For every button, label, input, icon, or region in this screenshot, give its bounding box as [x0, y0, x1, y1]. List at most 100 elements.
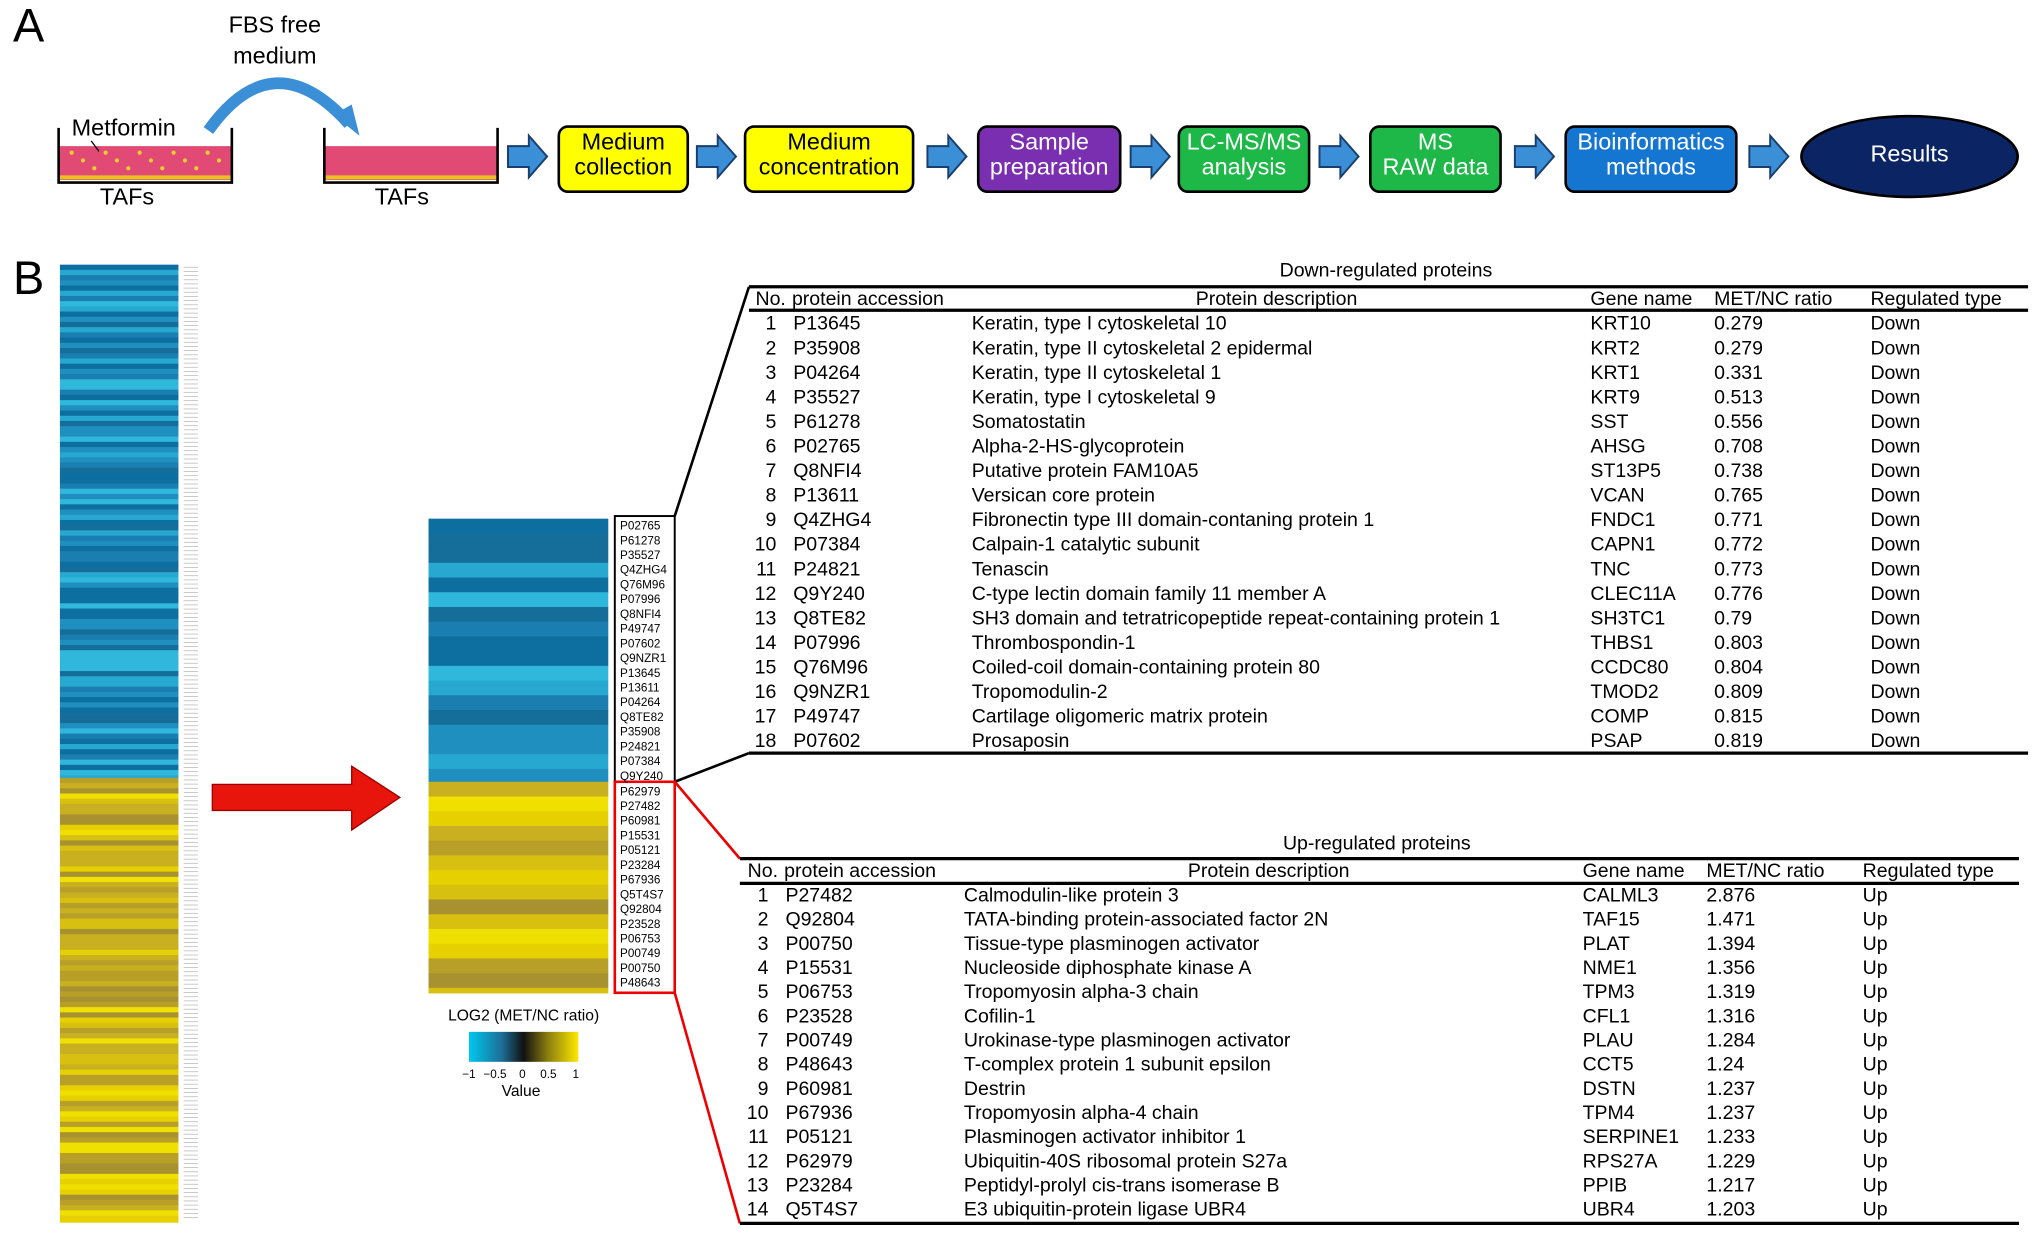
protein-id: P23284 [620, 859, 661, 872]
protein-id: P04264 [620, 696, 661, 709]
table-cell: THBS1 [1590, 632, 1653, 654]
step-label: Sample [1009, 129, 1088, 155]
colorbar-title: LOG2 (MET/NC ratio) [448, 1007, 599, 1024]
heatmap-cell [59, 676, 179, 683]
table-cell: Cofilin-1 [964, 1005, 1036, 1027]
step-arrow [695, 133, 738, 180]
column-header: protein accession [792, 288, 944, 310]
table-cell: P04264 [793, 362, 860, 384]
table-cell: 12 [747, 1150, 769, 1172]
table-cell: TMOD2 [1590, 681, 1658, 703]
metformin-dot [160, 166, 165, 171]
heatmap-cell [59, 519, 179, 526]
table-cell: Somatostatin [972, 411, 1086, 433]
table-cell: Up [1863, 981, 1888, 1003]
table-cell: Q9NZR1 [793, 681, 870, 703]
table-cell: Q8TE82 [793, 607, 866, 629]
table-cell: TATA-binding protein-associated factor 2… [964, 909, 1328, 931]
heatmap-cell [59, 483, 179, 490]
table-cell: KRT1 [1590, 362, 1640, 384]
heatmap-cell [59, 788, 179, 795]
table-cell: AHSG [1590, 435, 1645, 457]
heatmap-cell [59, 814, 179, 821]
heatmap-cell [59, 934, 179, 941]
heatmap-cell [59, 1001, 179, 1008]
table-cell: 1.233 [1706, 1126, 1755, 1148]
colorbar [468, 1031, 579, 1062]
table-cell: Up [1863, 1078, 1888, 1100]
column-header: MET/NC ratio [1706, 860, 1824, 882]
heatmap-cell [59, 759, 179, 766]
protein-id: P02765 [620, 520, 661, 533]
step-box [557, 125, 690, 194]
heatmap-cell [59, 280, 179, 287]
table-cell: P35527 [793, 386, 860, 408]
heatmap-cell [59, 504, 179, 511]
protein-id: P15531 [620, 829, 660, 842]
heatmap-cell [59, 1085, 179, 1092]
heatmap-cell [59, 587, 179, 594]
table-cell: Down [1870, 706, 1920, 728]
heatmap-cell [59, 462, 179, 469]
heatmap-cell [59, 702, 179, 709]
heatmap-cell [59, 665, 179, 672]
table-cell: Up [1863, 909, 1888, 931]
table-cell: Tenascin [972, 558, 1049, 580]
heatmap-cell [59, 478, 179, 485]
table-cell: 6 [758, 1005, 769, 1027]
table-cell: 0.773 [1714, 558, 1763, 580]
column-header: Gene name [1590, 288, 1692, 310]
table-cell: 3 [765, 362, 776, 384]
heatmap-cell [59, 1100, 179, 1107]
fbs-label: medium [233, 43, 316, 69]
heatmap-cell [428, 943, 609, 960]
table-cell: Up [1863, 1126, 1888, 1148]
heatmap-cell [428, 680, 609, 696]
heatmap-cell [428, 811, 609, 827]
heatmap-cell [59, 918, 179, 925]
heatmap-cell [428, 973, 609, 989]
tafs-label: TAFs [375, 183, 429, 209]
heatmap-cell [59, 379, 179, 386]
heatmap-cell [59, 285, 179, 292]
table-cell: Tropomyosin alpha-4 chain [964, 1102, 1199, 1124]
table-cell: 5 [758, 981, 769, 1003]
table-cell: 0.771 [1714, 509, 1763, 531]
heatmap-cell [59, 1215, 179, 1222]
protein-id: P49747 [620, 623, 660, 636]
table-cell: P24821 [793, 558, 860, 580]
heatmap-cell [428, 987, 609, 994]
colorbar-tick: 1 [572, 1068, 579, 1081]
table-cell: 1.319 [1706, 981, 1755, 1003]
table-cell: Up [1863, 1005, 1888, 1027]
protein-id: P48643 [620, 977, 660, 990]
colorbar-tick: 0.5 [540, 1068, 557, 1081]
table-cell: CCT5 [1583, 1054, 1634, 1076]
table-cell: 18 [755, 730, 777, 752]
table-cell: Down [1870, 337, 1920, 359]
step-arrow [1513, 133, 1556, 180]
heatmap-cell [59, 368, 179, 375]
fbs-label: FBS free [229, 11, 321, 37]
heatmap-cell [428, 914, 609, 930]
table-cell: 0.556 [1714, 411, 1763, 433]
table-cell: Q8NFI4 [793, 460, 861, 482]
table-cell: Prosaposin [972, 730, 1070, 752]
table-cell: 8 [758, 1054, 769, 1076]
step-label: collection [574, 153, 672, 179]
heatmap-cell [59, 561, 179, 568]
table-cell: CALML3 [1583, 885, 1659, 907]
table-cell: 1.237 [1706, 1102, 1755, 1124]
heatmap-cell [59, 321, 179, 328]
heatmap-cell [428, 884, 609, 901]
heatmap-cell [59, 426, 179, 433]
table-cell: T-complex protein 1 subunit epsilon [964, 1054, 1271, 1076]
heatmap-cell [59, 697, 179, 703]
red-arrow [211, 764, 402, 832]
table-cell: PLAU [1583, 1030, 1634, 1052]
heatmap-cell [59, 1069, 179, 1076]
step-box [1177, 125, 1311, 194]
table-cell: Down [1870, 485, 1920, 507]
heatmap-cell [428, 825, 609, 842]
heatmap-cell [59, 556, 179, 563]
